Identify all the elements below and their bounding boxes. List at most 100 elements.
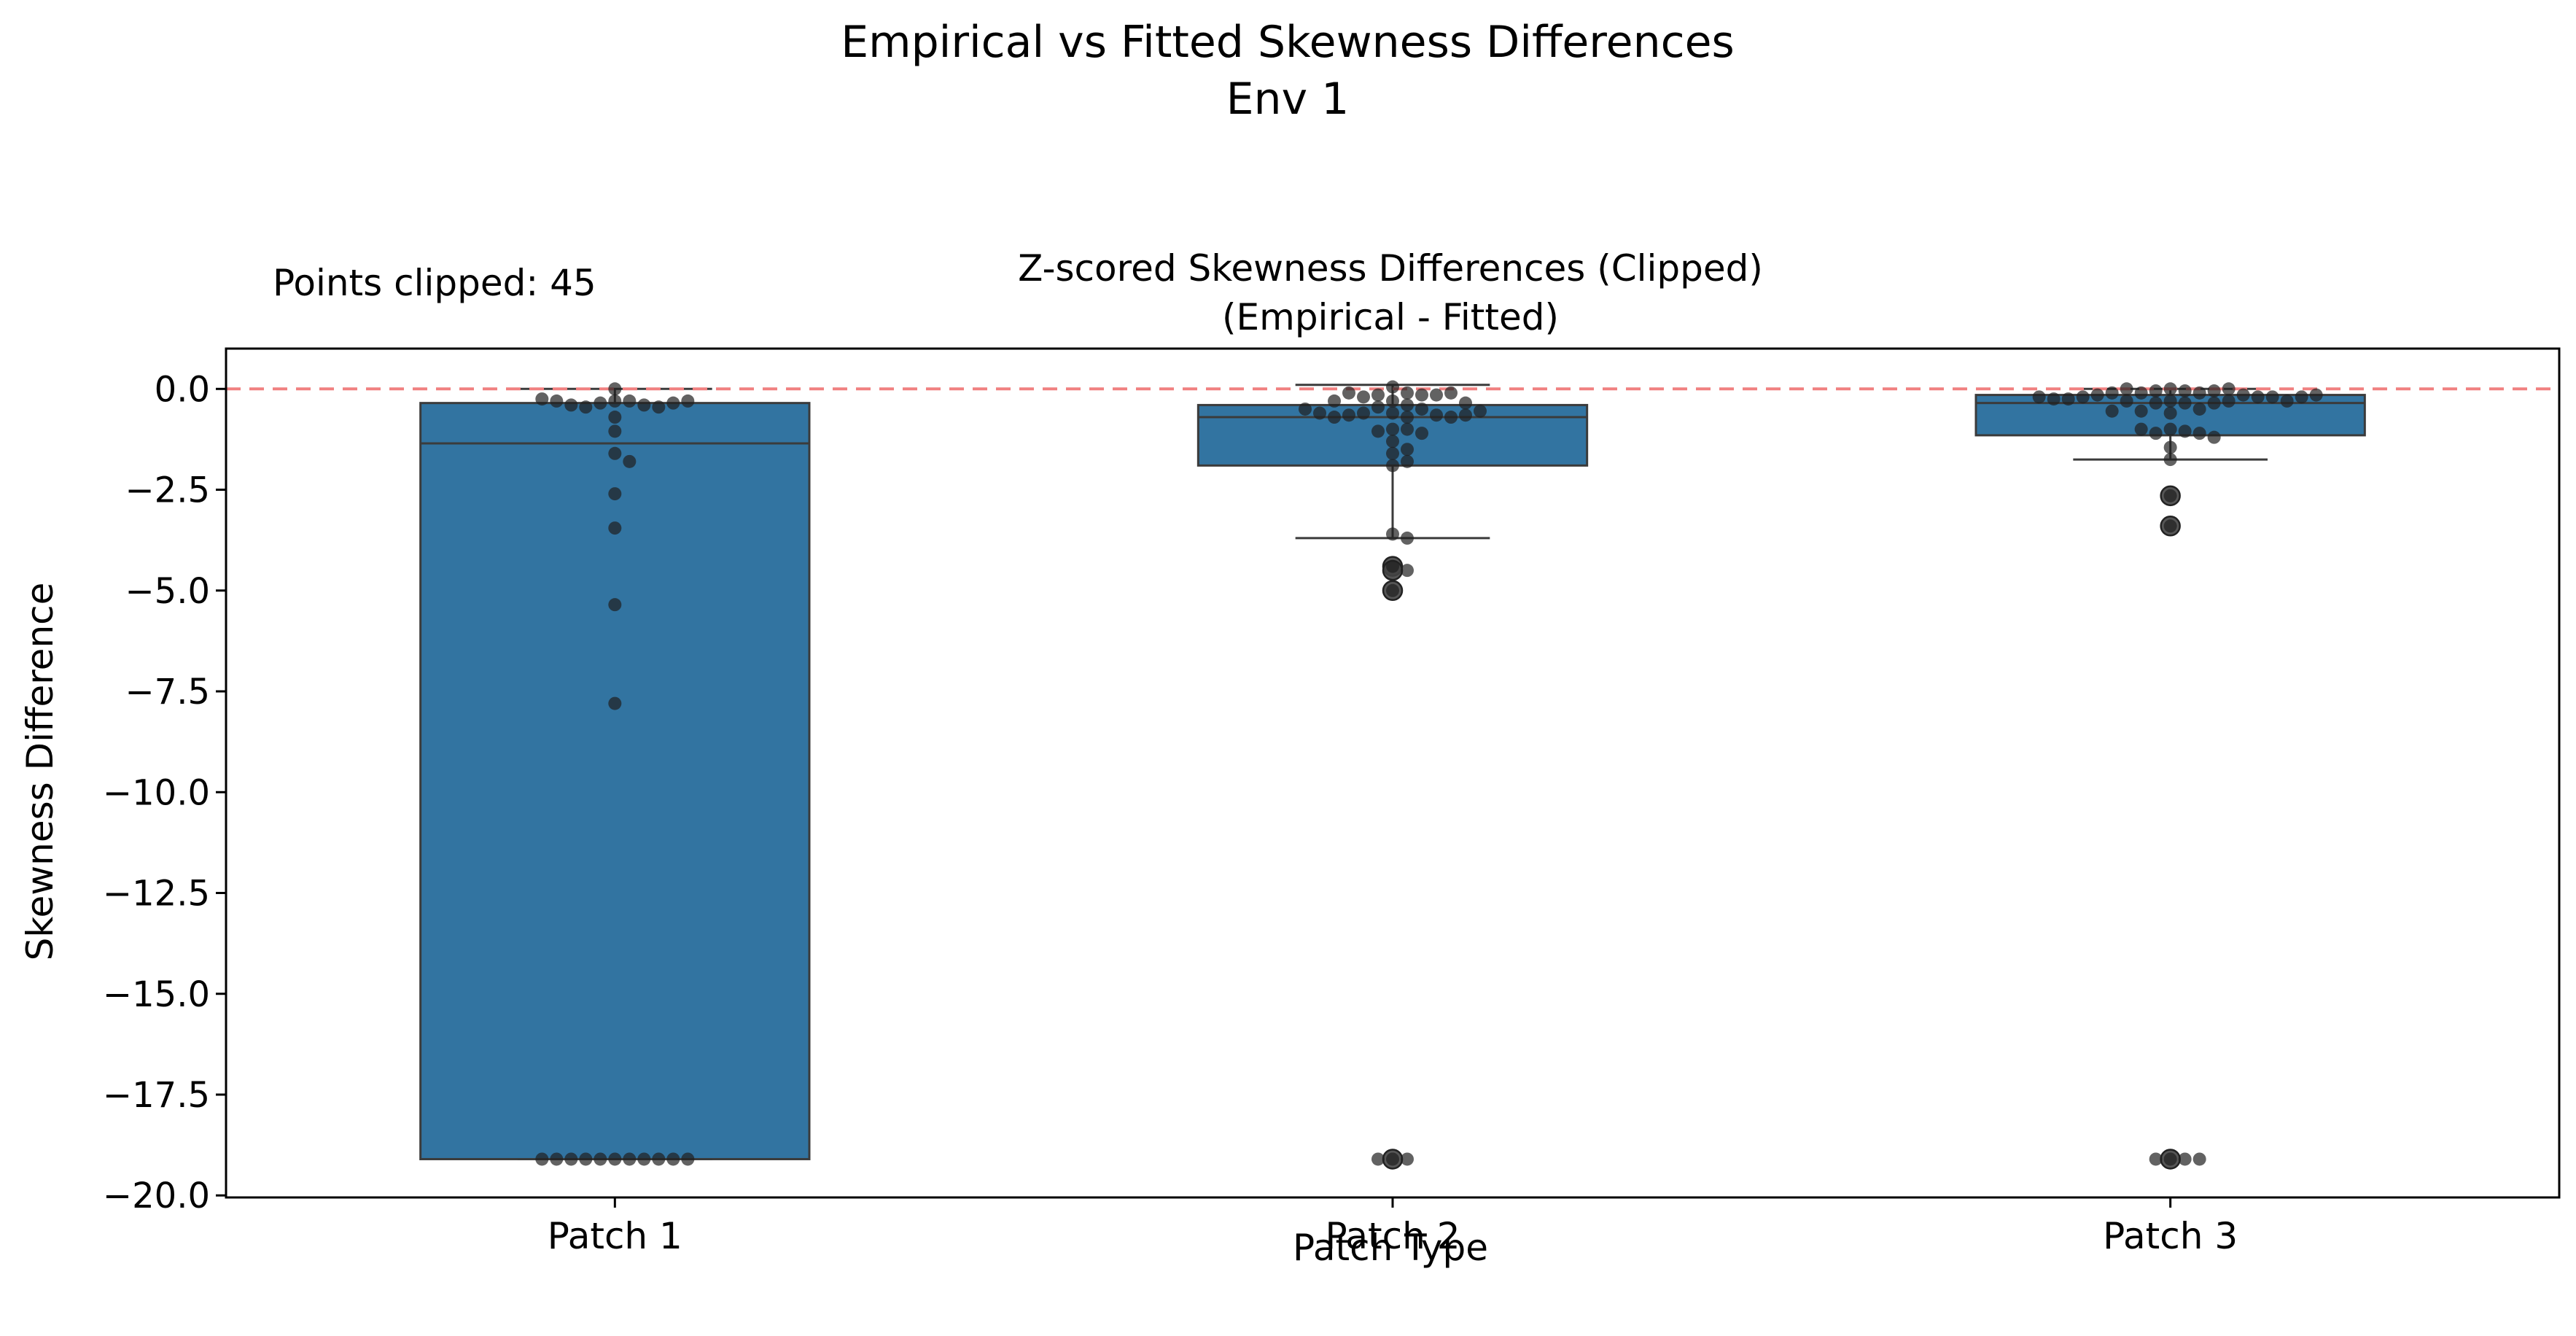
- data-point: [2222, 382, 2235, 396]
- data-point: [2192, 402, 2206, 416]
- data-point: [681, 394, 695, 408]
- data-point: [652, 1152, 666, 1166]
- data-point: [2105, 386, 2119, 400]
- data-point: [1459, 408, 1472, 422]
- data-point: [1430, 408, 1443, 422]
- data-point: [2192, 427, 2206, 440]
- x-tick-label: Patch 1: [548, 1215, 682, 1257]
- data-point: [1415, 402, 1428, 416]
- data-point: [2207, 430, 2221, 444]
- data-point: [1386, 394, 1399, 408]
- data-point: [579, 1152, 593, 1166]
- data-point: [2149, 427, 2163, 440]
- box-3: [1974, 387, 2366, 1170]
- data-point: [550, 394, 564, 408]
- y-tick-label: −20.0: [103, 1176, 210, 1216]
- data-point: [1357, 390, 1370, 404]
- data-point: [1401, 1152, 1414, 1166]
- data-point: [1444, 411, 1458, 424]
- data-point: [1386, 459, 1399, 473]
- data-point: [2163, 440, 2177, 454]
- data-point: [2032, 390, 2046, 404]
- x-axis-label: Patch Type: [1293, 1227, 1488, 1269]
- data-point: [1430, 388, 1443, 402]
- y-tick-label: −5.0: [125, 571, 210, 612]
- y-axis: 0.0 −2.5 −5.0 −7.5 −10.0 −12.5 −15.0 −17.5 −20.0: [103, 369, 226, 1216]
- data-point: [1371, 424, 1385, 438]
- data-point: [2251, 390, 2265, 404]
- data-point: [535, 392, 549, 406]
- data-point: [608, 382, 622, 396]
- data-point: [1386, 527, 1399, 541]
- data-point: [2265, 390, 2279, 404]
- data-point: [652, 400, 666, 414]
- data-point: [2134, 422, 2148, 436]
- data-point: [1444, 386, 1458, 400]
- data-point: [2061, 392, 2075, 406]
- data-point: [550, 1152, 564, 1166]
- data-point: [2090, 388, 2104, 402]
- box-body: [419, 402, 811, 1160]
- data-point: [2047, 392, 2061, 406]
- data-point: [1401, 443, 1414, 457]
- data-point: [2192, 386, 2206, 400]
- y-tick-label: −15.0: [103, 974, 210, 1015]
- data-point: [1386, 446, 1399, 460]
- data-point: [1474, 404, 1487, 418]
- data-point: [608, 1152, 622, 1166]
- data-point: [2149, 1152, 2163, 1166]
- data-point: [1401, 422, 1414, 436]
- box-layer: [419, 384, 2366, 1170]
- data-point: [2120, 382, 2133, 396]
- point-layer: [535, 380, 2323, 1166]
- data-point: [1371, 1152, 1385, 1166]
- y-tick-label: 0.0: [155, 369, 210, 410]
- data-point: [608, 696, 622, 710]
- data-point: [2076, 390, 2090, 404]
- swarm-3: [2032, 382, 2323, 1166]
- y-axis-label: Skewness Difference: [19, 583, 61, 961]
- figure-title-line1: Empirical vs Fitted Skewness Differences: [841, 17, 1735, 68]
- data-point: [1386, 1152, 1399, 1166]
- y-tick-label: −12.5: [103, 874, 210, 914]
- data-point: [1401, 564, 1414, 578]
- data-point: [666, 1152, 680, 1166]
- x-tick-label: Patch 3: [2103, 1215, 2238, 1257]
- data-point: [2207, 396, 2221, 410]
- y-tick-label: −2.5: [125, 470, 210, 511]
- data-point: [594, 396, 607, 410]
- data-point: [2163, 1152, 2177, 1166]
- data-point: [2309, 388, 2323, 402]
- clipped-points-annotation: Points clipped: 45: [273, 262, 596, 304]
- data-point: [1386, 559, 1399, 573]
- data-point: [2163, 519, 2177, 533]
- y-tick-label: −10.0: [103, 772, 210, 813]
- axes-frame: [225, 347, 2561, 1199]
- data-point: [2134, 386, 2148, 400]
- x-tick-label: Patch 2: [1325, 1215, 1460, 1257]
- data-point: [623, 1152, 637, 1166]
- data-point: [2149, 384, 2163, 398]
- swarm-2: [1299, 380, 1487, 1166]
- data-point: [623, 394, 637, 408]
- data-point: [2178, 396, 2192, 410]
- data-point: [1401, 386, 1414, 400]
- data-point: [623, 454, 637, 468]
- data-point: [1401, 531, 1414, 545]
- data-point: [564, 1152, 578, 1166]
- data-point: [2163, 489, 2177, 502]
- box-1: [419, 387, 811, 1160]
- data-point: [2163, 406, 2177, 420]
- data-point: [637, 398, 651, 412]
- data-point: [2149, 396, 2163, 410]
- data-point: [1313, 406, 1326, 420]
- data-point: [681, 1152, 695, 1166]
- y-tick-label: −17.5: [103, 1075, 210, 1116]
- data-point: [1401, 454, 1414, 468]
- data-point: [1357, 406, 1370, 420]
- data-point: [608, 394, 622, 408]
- data-point: [579, 400, 593, 414]
- data-point: [1459, 396, 1472, 410]
- axes-title-line1: Z-scored Skewness Differences (Clipped): [1018, 247, 1763, 290]
